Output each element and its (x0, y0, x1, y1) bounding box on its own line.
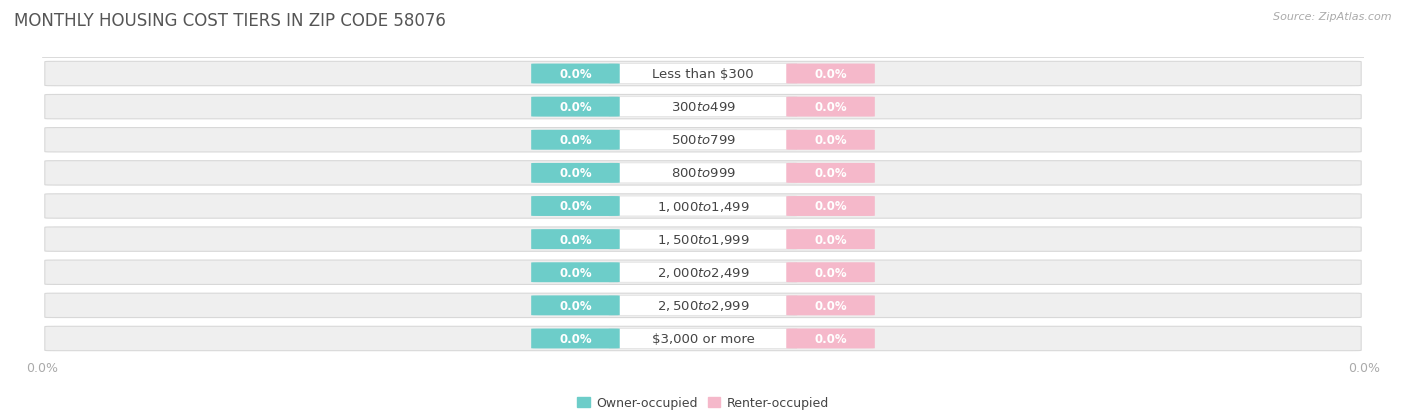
Text: MONTHLY HOUSING COST TIERS IN ZIP CODE 58076: MONTHLY HOUSING COST TIERS IN ZIP CODE 5… (14, 12, 446, 30)
FancyBboxPatch shape (45, 95, 1361, 119)
FancyBboxPatch shape (786, 64, 875, 84)
Text: Less than $300: Less than $300 (652, 68, 754, 81)
FancyBboxPatch shape (45, 294, 1361, 318)
Text: Source: ZipAtlas.com: Source: ZipAtlas.com (1274, 12, 1392, 22)
Text: $3,000 or more: $3,000 or more (651, 332, 755, 345)
FancyBboxPatch shape (786, 230, 875, 249)
FancyBboxPatch shape (531, 164, 620, 183)
Text: 0.0%: 0.0% (814, 299, 846, 312)
Text: 0.0%: 0.0% (814, 68, 846, 81)
FancyBboxPatch shape (45, 327, 1361, 351)
Text: $300 to $499: $300 to $499 (671, 101, 735, 114)
FancyBboxPatch shape (609, 263, 797, 282)
FancyBboxPatch shape (786, 131, 875, 150)
Text: 0.0%: 0.0% (560, 266, 592, 279)
FancyBboxPatch shape (609, 197, 797, 216)
FancyBboxPatch shape (786, 263, 875, 282)
FancyBboxPatch shape (609, 230, 797, 249)
Text: 0.0%: 0.0% (814, 266, 846, 279)
FancyBboxPatch shape (786, 296, 875, 316)
Text: 0.0%: 0.0% (560, 68, 592, 81)
FancyBboxPatch shape (609, 329, 797, 349)
FancyBboxPatch shape (531, 131, 620, 150)
FancyBboxPatch shape (531, 296, 620, 316)
Legend: Owner-occupied, Renter-occupied: Owner-occupied, Renter-occupied (572, 392, 834, 413)
FancyBboxPatch shape (45, 128, 1361, 152)
FancyBboxPatch shape (609, 64, 797, 84)
FancyBboxPatch shape (609, 131, 797, 150)
FancyBboxPatch shape (45, 261, 1361, 285)
Text: $1,000 to $1,499: $1,000 to $1,499 (657, 199, 749, 214)
FancyBboxPatch shape (786, 329, 875, 349)
FancyBboxPatch shape (609, 164, 797, 183)
FancyBboxPatch shape (531, 197, 620, 216)
FancyBboxPatch shape (531, 64, 620, 84)
Text: $1,500 to $1,999: $1,500 to $1,999 (657, 233, 749, 247)
Text: $2,000 to $2,499: $2,000 to $2,499 (657, 266, 749, 280)
FancyBboxPatch shape (45, 161, 1361, 185)
FancyBboxPatch shape (786, 197, 875, 216)
FancyBboxPatch shape (786, 97, 875, 117)
Text: 0.0%: 0.0% (814, 167, 846, 180)
Text: 0.0%: 0.0% (814, 200, 846, 213)
FancyBboxPatch shape (786, 164, 875, 183)
Text: 0.0%: 0.0% (560, 167, 592, 180)
FancyBboxPatch shape (609, 97, 797, 117)
Text: $800 to $999: $800 to $999 (671, 167, 735, 180)
FancyBboxPatch shape (45, 228, 1361, 252)
Text: 0.0%: 0.0% (560, 233, 592, 246)
FancyBboxPatch shape (531, 230, 620, 249)
Text: 0.0%: 0.0% (560, 101, 592, 114)
Text: 0.0%: 0.0% (814, 101, 846, 114)
Text: 0.0%: 0.0% (814, 233, 846, 246)
Text: 0.0%: 0.0% (814, 134, 846, 147)
FancyBboxPatch shape (609, 296, 797, 316)
Text: $500 to $799: $500 to $799 (671, 134, 735, 147)
Text: $2,500 to $2,999: $2,500 to $2,999 (657, 299, 749, 313)
Text: 0.0%: 0.0% (560, 299, 592, 312)
Text: 0.0%: 0.0% (560, 332, 592, 345)
FancyBboxPatch shape (531, 263, 620, 282)
FancyBboxPatch shape (531, 97, 620, 117)
FancyBboxPatch shape (45, 195, 1361, 218)
Text: 0.0%: 0.0% (560, 200, 592, 213)
Text: 0.0%: 0.0% (560, 134, 592, 147)
FancyBboxPatch shape (45, 62, 1361, 86)
Text: 0.0%: 0.0% (814, 332, 846, 345)
FancyBboxPatch shape (531, 329, 620, 349)
